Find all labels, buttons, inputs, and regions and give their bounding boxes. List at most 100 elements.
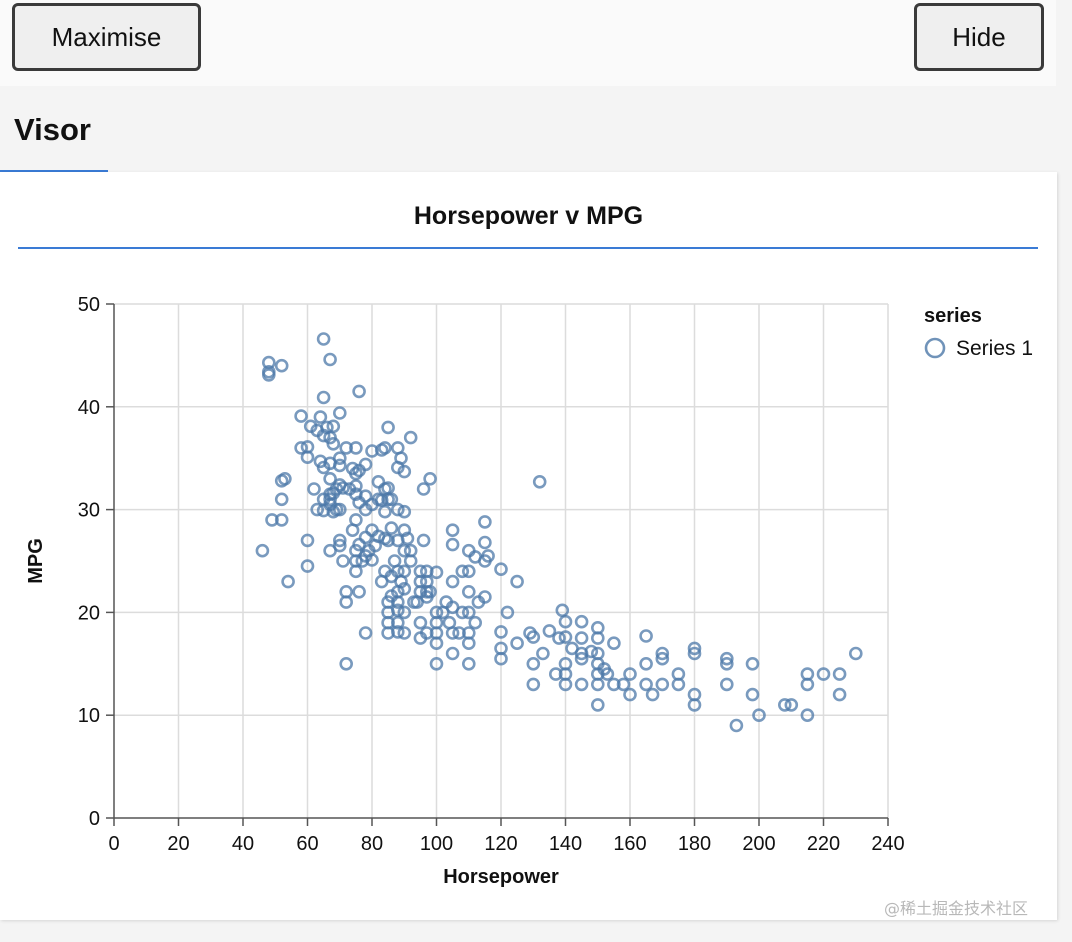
x-tick-label: 80 bbox=[361, 833, 383, 855]
legend-symbol bbox=[924, 337, 946, 359]
y-axis-title: MPG bbox=[25, 538, 47, 584]
hide-button[interactable]: Hide bbox=[914, 3, 1044, 71]
data-point bbox=[349, 466, 363, 481]
data-point bbox=[574, 631, 589, 645]
data-point bbox=[316, 390, 331, 405]
data-point bbox=[558, 630, 573, 644]
data-point bbox=[384, 521, 399, 535]
data-point bbox=[687, 646, 702, 661]
data-point bbox=[607, 677, 621, 692]
data-point bbox=[274, 358, 289, 373]
x-tick-label: 180 bbox=[678, 833, 711, 855]
data-point bbox=[261, 368, 276, 382]
data-point bbox=[655, 651, 670, 666]
data-point bbox=[590, 631, 605, 645]
data-point bbox=[381, 533, 395, 548]
data-point bbox=[719, 651, 734, 666]
tab-visor[interactable]: Visor bbox=[0, 86, 108, 172]
data-point bbox=[574, 614, 589, 629]
data-point bbox=[413, 615, 428, 630]
data-point bbox=[777, 698, 792, 712]
data-point bbox=[339, 656, 354, 671]
y-tick-label: 40 bbox=[78, 397, 100, 419]
data-point bbox=[461, 636, 476, 651]
data-point bbox=[832, 687, 847, 702]
data-point bbox=[336, 481, 350, 495]
top-toolbar: Maximise Hide bbox=[0, 0, 1056, 86]
data-point bbox=[316, 332, 331, 346]
data-point bbox=[461, 656, 476, 671]
data-point bbox=[558, 614, 573, 629]
data-point bbox=[816, 667, 831, 681]
data-point bbox=[719, 677, 734, 692]
data-point bbox=[400, 531, 415, 546]
data-point bbox=[349, 479, 363, 493]
x-tick-label: 0 bbox=[108, 833, 119, 855]
data-point bbox=[332, 502, 347, 517]
data-point bbox=[294, 409, 308, 423]
data-point bbox=[445, 626, 460, 640]
data-point bbox=[574, 677, 589, 692]
tab-bar: Visor bbox=[0, 86, 1072, 172]
data-point bbox=[403, 430, 418, 445]
y-tick-label: 10 bbox=[78, 705, 100, 727]
data-point bbox=[397, 605, 412, 620]
data-point bbox=[590, 677, 605, 692]
data-point bbox=[532, 474, 547, 489]
data-point bbox=[590, 698, 605, 712]
data-point bbox=[274, 492, 289, 507]
data-point bbox=[378, 504, 392, 519]
data-point bbox=[307, 482, 321, 496]
x-tick-label: 60 bbox=[296, 833, 318, 855]
chart-card: Horsepower v MPG 0 20 40 60 80 100 120 140 160 18… bbox=[0, 172, 1057, 920]
data-point bbox=[832, 667, 847, 681]
data-point bbox=[429, 656, 444, 671]
data-point bbox=[378, 441, 392, 455]
data-point bbox=[461, 584, 476, 599]
data-point bbox=[384, 492, 399, 507]
data-point bbox=[281, 574, 295, 589]
data-point bbox=[390, 603, 405, 618]
data-point bbox=[623, 667, 637, 681]
data-point bbox=[687, 698, 702, 712]
data-point bbox=[423, 584, 437, 599]
data-point bbox=[403, 554, 418, 568]
data-point bbox=[429, 636, 444, 651]
data-point bbox=[300, 450, 315, 465]
data-point bbox=[481, 549, 495, 563]
data-point bbox=[719, 656, 734, 671]
data-point bbox=[323, 471, 337, 486]
data-point bbox=[326, 436, 341, 451]
data-point bbox=[574, 651, 589, 666]
data-point bbox=[390, 615, 405, 630]
data-point bbox=[416, 482, 431, 496]
data-point bbox=[623, 687, 637, 702]
data-point bbox=[358, 489, 373, 504]
data-point bbox=[300, 533, 315, 548]
data-point bbox=[397, 464, 412, 479]
data-point bbox=[423, 471, 437, 486]
x-tick-label: 100 bbox=[420, 833, 453, 855]
data-point bbox=[326, 419, 341, 434]
data-point bbox=[349, 513, 363, 527]
maximise-button[interactable]: Maximise bbox=[12, 3, 201, 71]
data-point bbox=[455, 605, 470, 620]
x-tick-label: 240 bbox=[871, 833, 904, 855]
data-point bbox=[349, 441, 363, 455]
x-tick-label: 140 bbox=[549, 833, 582, 855]
title-divider bbox=[18, 247, 1038, 249]
data-point bbox=[336, 554, 350, 568]
data-point bbox=[784, 698, 799, 712]
data-point bbox=[655, 677, 670, 692]
data-point bbox=[752, 708, 766, 723]
data-point bbox=[494, 562, 508, 577]
data-point bbox=[397, 523, 412, 538]
y-tick-label: 20 bbox=[78, 602, 100, 624]
data-point bbox=[687, 641, 702, 656]
data-point bbox=[358, 626, 373, 640]
data-point bbox=[390, 625, 405, 639]
data-point bbox=[745, 656, 760, 671]
x-axis-title: Horsepower bbox=[443, 866, 559, 888]
x-tick-label: 220 bbox=[807, 833, 840, 855]
data-point bbox=[332, 406, 347, 420]
